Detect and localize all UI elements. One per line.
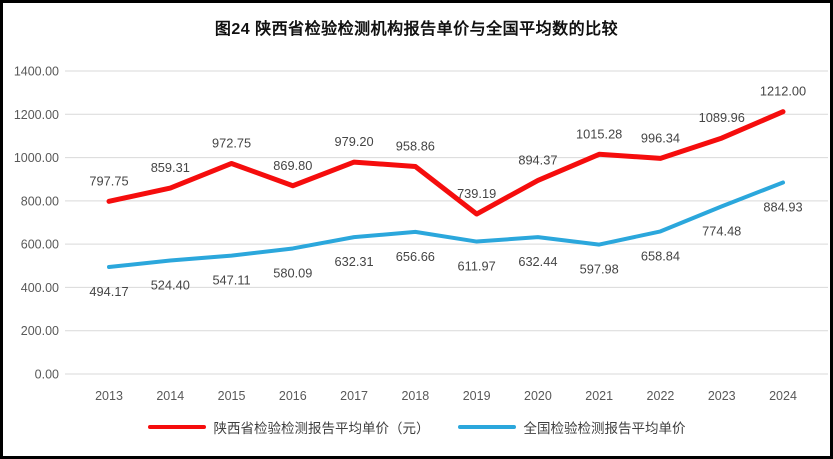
data-label: 494.17 (89, 284, 128, 299)
data-label: 979.20 (335, 134, 374, 149)
legend-line-swatch (147, 425, 206, 429)
data-label: 894.37 (518, 152, 557, 167)
data-label: 658.84 (641, 248, 680, 263)
data-label: 859.31 (151, 160, 190, 175)
legend-label: 陕西省检验检测报告平均单价（元） (213, 421, 430, 436)
data-label: 869.80 (273, 158, 312, 173)
x-tick-label: 2022 (647, 389, 675, 403)
data-label: 632.44 (518, 254, 557, 269)
data-label: 1015.28 (576, 126, 622, 141)
x-tick-label: 2021 (585, 389, 613, 403)
line-chart: 0.00 200.00 400.00 600.00 800.00 1000.00 1200.… (14, 65, 828, 403)
data-label: 547.11 (212, 273, 250, 288)
data-label: 774.48 (702, 223, 741, 238)
y-tick-label: 1400.00 (14, 65, 59, 79)
legend-line-swatch (457, 425, 516, 429)
x-tick-label: 2020 (524, 389, 552, 403)
y-tick-label: 200.00 (21, 324, 59, 338)
data-label: 656.66 (396, 249, 435, 264)
chart-legend: 陕西省检验检测报告平均单价（元） 全国检验检测报告平均单价 (3, 417, 830, 437)
x-tick-label: 2018 (401, 389, 429, 403)
data-label: 1212.00 (760, 84, 806, 99)
data-label: 580.09 (273, 265, 312, 280)
series-line (106, 109, 786, 217)
legend-item-national: 全国检验检测报告平均单价 (457, 417, 686, 437)
data-label: 1089.96 (699, 110, 745, 125)
x-tick-label: 2017 (340, 389, 368, 403)
series-line (107, 180, 785, 270)
data-label: 972.75 (212, 135, 251, 150)
y-tick-label: 0.00 (35, 368, 59, 382)
y-tick-label: 1200.00 (14, 108, 59, 122)
x-tick-label: 2019 (463, 389, 491, 403)
data-label: 611.97 (458, 259, 496, 274)
y-tick-label: 600.00 (21, 238, 59, 252)
x-tick-label: 2023 (708, 389, 736, 403)
x-tick-label: 2013 (95, 389, 123, 403)
y-tick-label: 400.00 (21, 281, 59, 295)
data-label: 958.86 (396, 138, 435, 153)
y-tick-label: 1000.00 (14, 151, 59, 165)
y-tick-label: 800.00 (21, 194, 59, 208)
data-label: 884.93 (763, 199, 802, 214)
x-tick-label: 2014 (156, 389, 184, 403)
data-label: 797.75 (89, 173, 128, 188)
x-tick-label: 2016 (279, 389, 307, 403)
data-label: 524.40 (151, 278, 190, 293)
chart-title: 图24 陕西省检验检测机构报告单价与全国平均数的比较 (214, 21, 619, 38)
data-label: 996.34 (641, 130, 680, 145)
x-tick-label: 2024 (769, 389, 797, 403)
legend-item-shaanxi: 陕西省检验检测报告平均单价（元） (147, 417, 430, 437)
data-label: 632.31 (335, 254, 374, 269)
data-label: 739.19 (457, 186, 496, 201)
data-label: 597.98 (580, 262, 619, 277)
legend-label: 全国检验检测报告平均单价 (523, 421, 686, 436)
x-tick-label: 2015 (218, 389, 246, 403)
